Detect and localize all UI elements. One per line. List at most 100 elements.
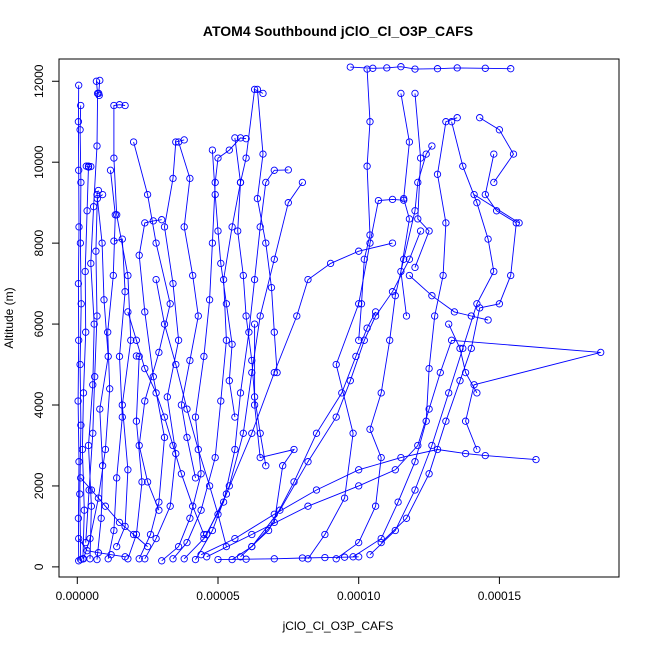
data-point <box>473 445 481 454</box>
data-point <box>433 170 442 178</box>
series-line <box>138 219 165 559</box>
data-point <box>222 300 231 308</box>
series-line <box>206 242 393 535</box>
data-point <box>234 227 242 235</box>
data-point <box>450 308 459 316</box>
series-line <box>98 80 101 96</box>
data-point <box>118 413 126 421</box>
y-tick-label: 6000 <box>32 310 46 337</box>
data-point <box>242 312 250 320</box>
data-point <box>416 227 425 235</box>
data-point <box>180 223 188 231</box>
data-point <box>248 530 256 539</box>
data-point <box>425 227 433 235</box>
data-point <box>118 401 126 409</box>
series-45 <box>152 275 231 551</box>
data-point <box>456 344 464 353</box>
data-point <box>473 199 481 207</box>
series-line <box>409 275 489 321</box>
data-point <box>141 555 149 563</box>
data-point <box>340 553 349 561</box>
data-point <box>152 534 160 543</box>
data-point <box>121 101 129 110</box>
data-point <box>76 126 84 134</box>
series-46 <box>75 534 129 561</box>
data-point <box>135 441 143 450</box>
x-tick-label: 0.00005 <box>196 589 240 603</box>
series-line <box>161 137 247 562</box>
data-point <box>360 336 368 344</box>
data-point <box>76 239 85 247</box>
data-point <box>186 514 194 522</box>
data-point <box>355 336 363 344</box>
data-point <box>428 441 436 450</box>
data-point <box>160 433 169 442</box>
data-point <box>152 389 160 397</box>
series-line <box>78 538 126 558</box>
data-point <box>239 271 247 280</box>
data-point <box>77 421 85 429</box>
data-point <box>442 417 450 425</box>
data-point <box>236 553 245 561</box>
data-point <box>270 255 278 263</box>
data-point <box>113 474 121 482</box>
data-point <box>143 478 152 486</box>
data-point <box>217 259 225 268</box>
data-point <box>197 470 205 478</box>
data-point <box>253 85 262 94</box>
data-point <box>388 288 397 296</box>
data-point <box>141 397 149 405</box>
data-point <box>76 490 84 498</box>
data-point <box>160 413 169 421</box>
data-point <box>158 216 166 224</box>
series-line <box>211 150 236 418</box>
series-9 <box>135 216 169 563</box>
data-point <box>141 364 149 373</box>
data-point <box>107 551 115 559</box>
data-point <box>304 275 312 284</box>
data-point <box>242 154 250 162</box>
series-1 <box>74 81 83 565</box>
series-line <box>178 141 199 478</box>
data-point <box>152 239 160 247</box>
series-31 <box>470 190 523 227</box>
data-point <box>270 555 278 563</box>
data-point <box>490 178 498 187</box>
series-line <box>127 311 205 535</box>
series-line <box>358 69 371 341</box>
data-point <box>75 223 83 231</box>
data-point <box>414 215 422 223</box>
data-point <box>422 417 430 425</box>
y-axis-label: Altitude (m) <box>2 287 16 348</box>
data-point <box>183 433 191 442</box>
data-point <box>124 271 132 280</box>
data-point <box>74 279 83 288</box>
data-point <box>129 530 138 539</box>
data-point <box>205 482 214 490</box>
data-point <box>355 538 363 547</box>
series-line <box>234 137 267 466</box>
data-point <box>248 356 256 365</box>
data-point <box>211 453 219 462</box>
data-point <box>74 397 82 405</box>
data-point <box>253 194 262 203</box>
data-point <box>262 462 270 470</box>
data-point <box>197 506 205 514</box>
data-point <box>214 510 222 518</box>
data-point <box>256 312 264 320</box>
x-tick-label: 0.00015 <box>478 589 522 603</box>
series-3 <box>78 162 93 563</box>
series-line <box>352 117 458 558</box>
series-26 <box>203 239 397 539</box>
data-point <box>284 199 292 207</box>
data-point <box>96 76 104 85</box>
series-line <box>81 166 89 559</box>
series-line <box>217 556 359 561</box>
data-point <box>290 445 298 454</box>
data-point <box>394 498 402 506</box>
data-point <box>214 555 222 564</box>
data-point <box>304 502 312 510</box>
series-line <box>206 339 601 558</box>
y-tick-label: 4000 <box>32 391 46 418</box>
data-point <box>397 453 405 462</box>
